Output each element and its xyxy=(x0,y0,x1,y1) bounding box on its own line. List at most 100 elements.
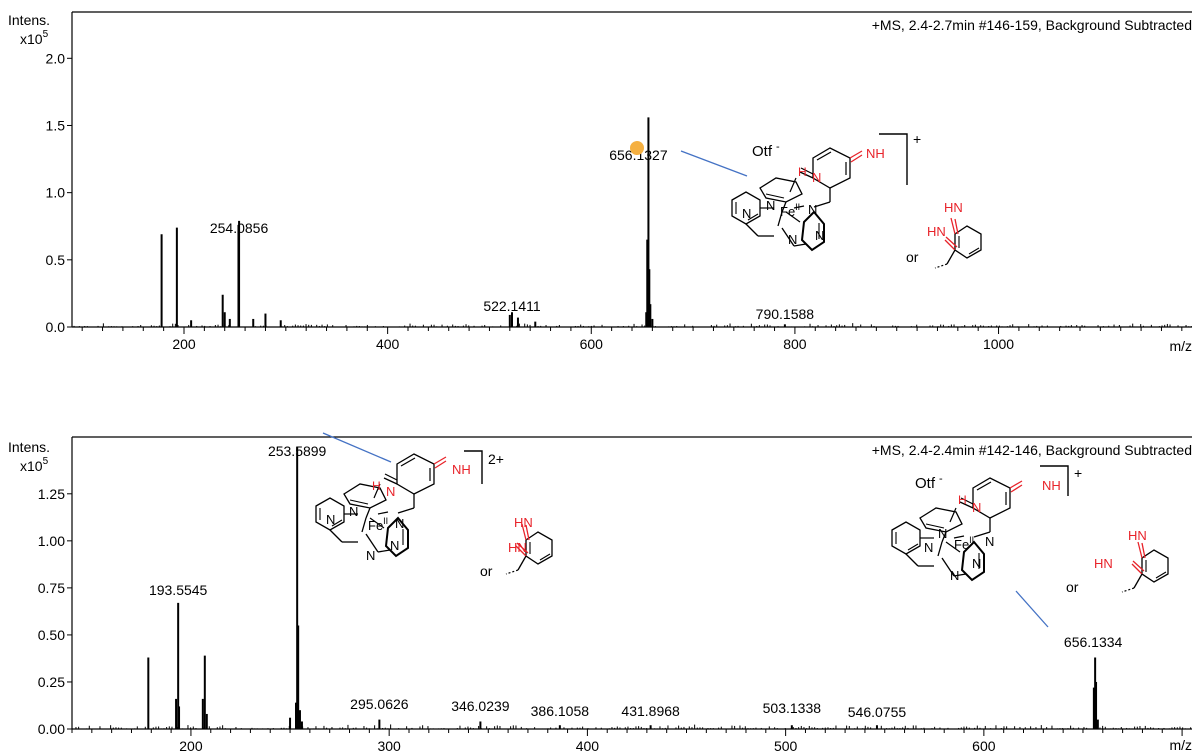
hn-label-red: HN xyxy=(944,200,963,215)
y-tick-label: 0.25 xyxy=(38,674,65,690)
hn-label-red: HN xyxy=(927,224,946,239)
leader-line-top xyxy=(680,150,748,177)
counterion-label-2: Otf - xyxy=(915,473,943,492)
n-label-red: N xyxy=(812,170,821,185)
nh-label-red: NH xyxy=(1042,478,1061,493)
peak-label: 522.1411 xyxy=(483,298,541,314)
n-label-red: N xyxy=(386,484,395,499)
structure-fe-complex-2: N N N N N N H FeII NH 2+ HN HN or xyxy=(315,450,553,579)
y-tick-label: 1.00 xyxy=(38,533,65,549)
x-tick-label: 500 xyxy=(774,738,798,754)
peak-label: 253.5899 xyxy=(268,443,327,459)
or-label: or xyxy=(480,563,493,579)
xlabel-bottom: m/z xyxy=(1169,737,1192,753)
n-label: N xyxy=(390,538,399,553)
ylabel-bottom-line2: x105 xyxy=(20,456,49,474)
charge-bracket xyxy=(879,133,908,185)
n-label: N xyxy=(766,198,775,213)
ylabel-bottom-x10: x10 xyxy=(20,458,43,474)
n-label: N xyxy=(972,556,981,571)
n-label: N xyxy=(924,540,933,555)
x-tick-label: 200 xyxy=(172,336,196,352)
x-tick-label: 600 xyxy=(580,336,604,352)
y-tick-label: 1.0 xyxy=(46,185,66,201)
leader-line-bottom-right xyxy=(1015,590,1049,628)
charge-bracket xyxy=(1040,465,1069,496)
y-tick-label: 2.0 xyxy=(46,50,66,66)
y-tick-label: 1.5 xyxy=(46,117,66,133)
fe-label: FeII xyxy=(954,535,974,552)
y-tick-label: 0.5 xyxy=(46,252,66,268)
n-label: N xyxy=(938,526,947,541)
ylabel-bottom-exp: 5 xyxy=(43,456,49,467)
ylabel-top-line1: Intens. xyxy=(8,12,50,28)
peak-label: 656.1334 xyxy=(1064,634,1123,650)
n-label: N xyxy=(950,568,959,583)
peak-label: 503.1338 xyxy=(763,700,822,716)
peaks-top xyxy=(73,117,1192,327)
structure-fe-complex-1: Otf - N N N N N N H FeII NH + HN HN or xyxy=(731,131,982,269)
n-label: N xyxy=(788,232,797,247)
leader-line-bottom-left xyxy=(322,432,392,463)
axes-bottom: 0.00 0.25 0.50 0.75 1.00 1.25 200 300 400 500 600 xyxy=(38,436,1192,754)
ylabel-top-line2: x105 xyxy=(20,29,49,47)
charge-label: 2+ xyxy=(488,451,504,467)
peak-label: 386.1058 xyxy=(531,703,590,719)
ylabel-top-x10: x10 xyxy=(20,31,43,47)
peaks-bottom xyxy=(75,446,1192,729)
n-label: N xyxy=(808,202,817,217)
x-tick-label: 300 xyxy=(377,738,401,754)
chart-bottom-title: +MS, 2.4-2.4min #142-146, Background Sub… xyxy=(872,442,1192,458)
spectrum-top: Intens. x105 +MS, 2.4-2.7min #146-159, B… xyxy=(8,11,1192,354)
hn-label-red: HN xyxy=(514,515,533,530)
peak-label: 546.0755 xyxy=(848,704,907,720)
axes-top: 0.0 0.5 1.0 1.5 2.0 200 400 600 800 1000 xyxy=(46,11,1192,352)
x-tick-label: 800 xyxy=(783,336,807,352)
x-tick-label: 400 xyxy=(576,738,600,754)
peak-label: 346.0239 xyxy=(451,698,510,714)
n-label: N xyxy=(742,206,751,221)
y-tick-label: 1.25 xyxy=(38,486,65,502)
fe-label: FeII xyxy=(780,202,800,219)
x-tick-label: 200 xyxy=(179,738,203,754)
y-tick-label: 0.0 xyxy=(46,319,66,335)
peak-label: 254.0856 xyxy=(210,220,269,236)
labels-bottom: 193.5545 253.5899 295.0626 346.0239 386.1058… xyxy=(149,443,1123,720)
peak-label: 431.8968 xyxy=(621,703,680,719)
fe-label: FeII xyxy=(368,516,388,533)
n-label: N xyxy=(985,534,994,549)
x-tick-label: 400 xyxy=(376,336,400,352)
nh-label-red: NH xyxy=(866,146,885,161)
peak-highlight-marker xyxy=(630,141,644,155)
x-tick-label: 1000 xyxy=(983,336,1014,352)
n-label: N xyxy=(395,516,404,531)
labels-top: 254.0856 522.1411 656.1327 790.1588 xyxy=(210,147,814,322)
n-label: N xyxy=(815,228,824,243)
y-tick-label: 0.75 xyxy=(38,580,65,596)
hn-label-red: HN xyxy=(1128,528,1147,543)
n-label: N xyxy=(326,512,335,527)
hn-label-red: HN xyxy=(1094,556,1113,571)
or-label: or xyxy=(906,249,919,265)
peak-label: 790.1588 xyxy=(756,306,815,322)
charge-bracket xyxy=(464,450,483,484)
xlabel-top: m/z xyxy=(1169,338,1192,354)
n-label: N xyxy=(349,504,358,519)
x-tick-label: 600 xyxy=(972,738,996,754)
nh-label-red: NH xyxy=(452,462,471,477)
charge-label: + xyxy=(913,131,921,147)
peak-label: 193.5545 xyxy=(149,582,208,598)
n-label-red: N xyxy=(972,500,981,515)
y-tick-label: 0.50 xyxy=(38,627,65,643)
h-label-red: H xyxy=(958,493,967,507)
or-label: or xyxy=(1066,579,1079,595)
h-label-red: H xyxy=(798,165,807,179)
counterion-label-1: Otf - xyxy=(752,141,780,160)
charge-label: + xyxy=(1074,465,1082,481)
peak-label: 656.1327 xyxy=(609,147,668,163)
spectrum-bottom: Intens. x105 +MS, 2.4-2.4min #142-146, B… xyxy=(8,436,1192,754)
ylabel-top-exp: 5 xyxy=(43,29,49,40)
ylabel-bottom-line1: Intens. xyxy=(8,439,50,455)
peak-label: 295.0626 xyxy=(350,696,409,712)
